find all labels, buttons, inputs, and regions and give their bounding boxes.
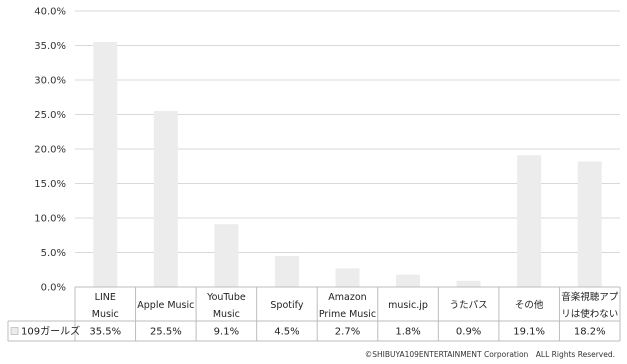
y-axis-ticks: 0.0% 5.0% 10.0% 15.0% 20.0% 25.0% 30.0% 35.0% 40… <box>34 7 66 294</box>
y-tick-label: 40.0% <box>34 7 66 18</box>
value-label: 2.7% <box>335 327 360 338</box>
data-table: LINE Music Apple Music YouTube Music Spotify A… <box>7 286 621 342</box>
category-label: Music <box>92 309 119 320</box>
bar <box>396 274 421 287</box>
copyright-notice: ©SHIBUYA109ENTERTAINMENT Corporation ALL… <box>364 350 615 359</box>
value-label: 9.1% <box>214 327 239 338</box>
value-label: 1.8% <box>395 327 420 338</box>
y-tick-label: 25.0% <box>34 110 66 121</box>
y-tick-label: 30.0% <box>34 76 66 87</box>
category-label: Amazon <box>328 292 366 303</box>
legend-label: 109ガールズ <box>21 325 80 338</box>
y-tick-label: 15.0% <box>34 179 66 190</box>
category-label: うたパス <box>450 300 488 311</box>
bar <box>93 42 118 287</box>
bar <box>456 280 481 287</box>
category-label: Spotify <box>270 300 303 311</box>
bar <box>153 111 178 287</box>
category-label: Music <box>213 309 240 320</box>
category-label: Apple Music <box>137 300 194 311</box>
category-label: その他 <box>515 299 544 311</box>
y-tick-label: 10.0% <box>34 214 66 225</box>
value-label: 25.5% <box>150 327 182 338</box>
value-label: 18.2% <box>574 327 606 338</box>
bar <box>274 255 299 287</box>
y-tick-label: 5.0% <box>41 248 66 259</box>
category-label: LINE <box>95 292 116 303</box>
legend-swatch <box>10 327 19 335</box>
category-label: リは使わない <box>561 308 618 320</box>
value-label: 35.5% <box>89 327 121 338</box>
value-label: 4.5% <box>274 327 299 338</box>
y-tick-label: 20.0% <box>34 145 66 156</box>
value-label: 19.1% <box>513 327 545 338</box>
bar <box>335 268 360 287</box>
bars <box>93 42 602 287</box>
category-label: Prime Music <box>319 309 376 320</box>
category-label: YouTube <box>206 292 246 303</box>
value-label: 0.9% <box>456 327 481 338</box>
bar <box>577 161 602 287</box>
y-tick-label: 35.0% <box>34 41 66 52</box>
bar <box>517 155 542 287</box>
category-label: 音楽視聴アプ <box>561 291 619 303</box>
y-tick-label: 0.0% <box>41 283 66 294</box>
bar <box>214 224 239 287</box>
category-label: music.jp <box>388 300 428 311</box>
